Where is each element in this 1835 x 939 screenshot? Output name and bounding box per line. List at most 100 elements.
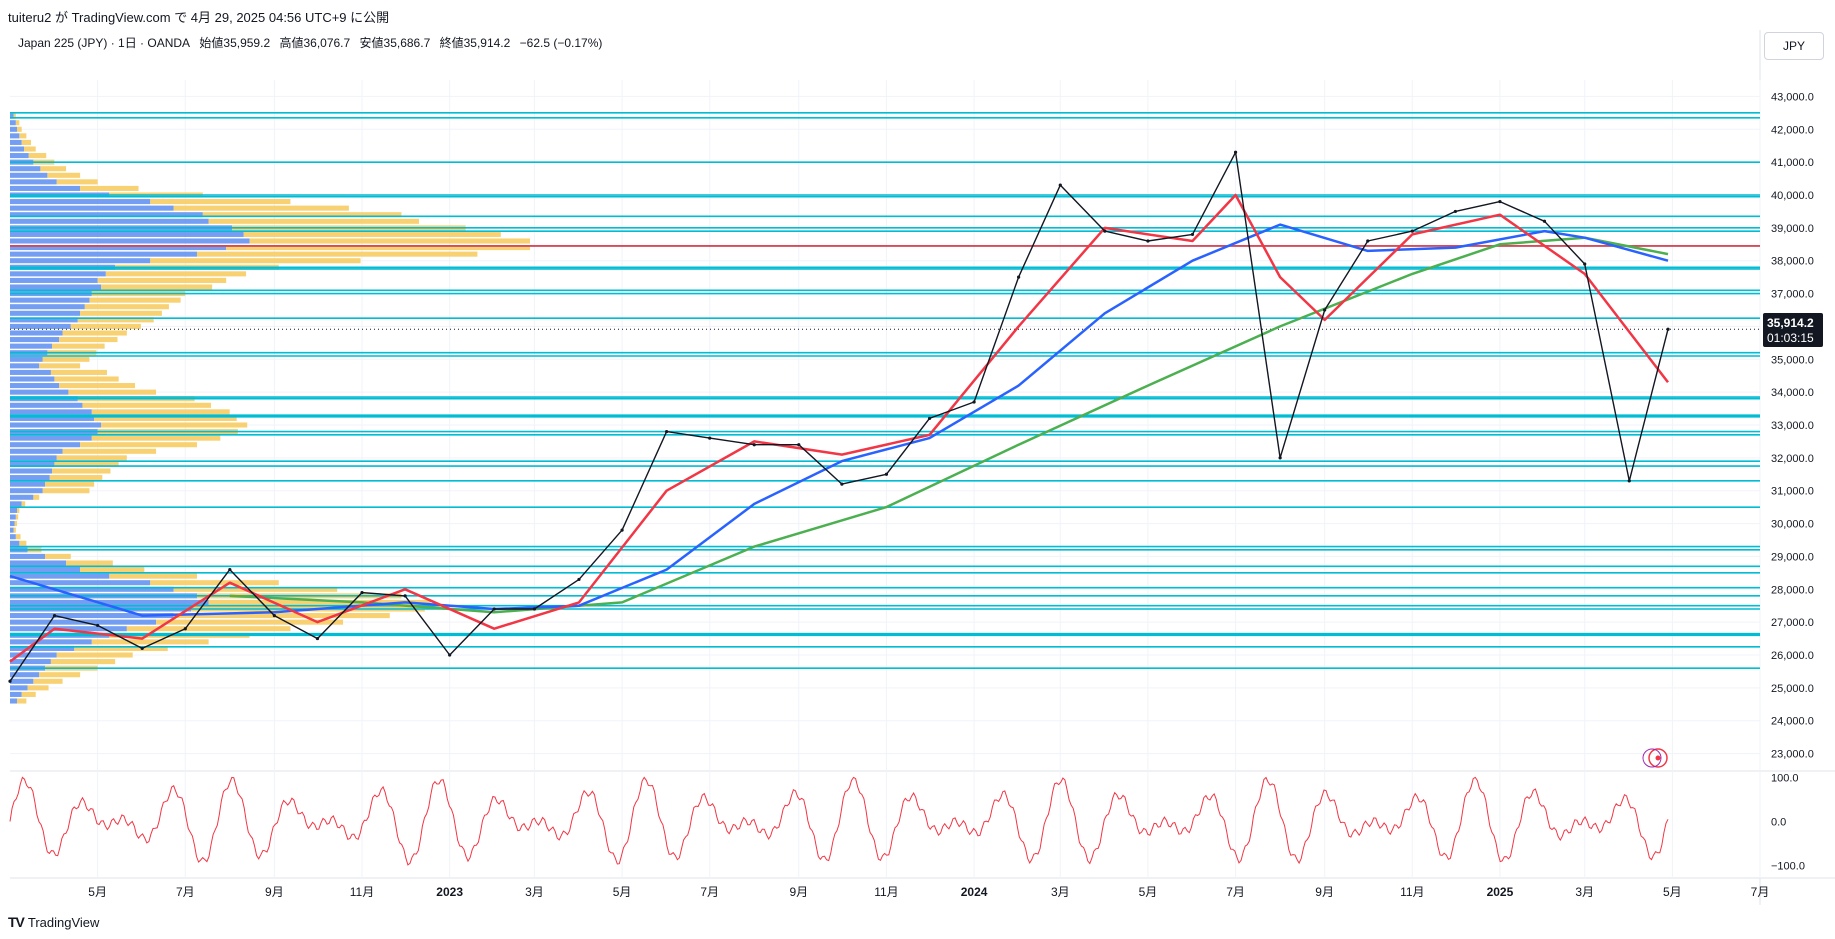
tradingview-watermark[interactable]: TV TradingView: [8, 914, 99, 930]
volume-profile-bar-down: [19, 133, 27, 139]
volume-profile-bar-down: [226, 245, 530, 251]
legend-high: 高値36,076.7: [279, 36, 351, 50]
price-point: [927, 416, 932, 421]
price-point: [884, 472, 889, 476]
legend-change: −62.5 (−0.17%): [519, 36, 603, 50]
price-tick-label: 27,000.0: [1771, 617, 1814, 629]
volume-profile-bar-down: [50, 369, 107, 375]
volume-profile-bar-down: [150, 199, 291, 205]
volume-profile-bar-down: [77, 317, 154, 323]
oscillator-pane: 100.0 0.0 −100.0: [9, 772, 1805, 873]
last-price-badge: [1763, 313, 1823, 347]
price-tick-label: 28,000.0: [1771, 584, 1814, 596]
volume-profile-bar-down: [80, 310, 162, 316]
volume-profile-bar-up: [10, 317, 78, 323]
volume-profile-bar-down: [21, 691, 36, 697]
currency-button[interactable]: JPY: [1764, 32, 1824, 60]
volume-profile-bar-up: [10, 330, 63, 336]
volume-profile-bar-up: [10, 383, 60, 389]
volume-profile-bar-down: [17, 126, 22, 132]
price-tick-label: 35,000.0: [1771, 354, 1814, 366]
time-tick-label: 7月: [176, 885, 195, 899]
price-point: [1190, 232, 1195, 237]
volume-profile-bar-up: [10, 626, 127, 632]
volume-profile-bar-down: [101, 422, 248, 428]
time-axis[interactable]: 5月 7月 9月 11月 2023 3月 5月 7月 9月 11月 2024 3月 5月 7月 9月 11月 2…: [88, 885, 1769, 899]
time-tick-label: 2023: [436, 885, 463, 899]
volume-profile-bar-up: [10, 534, 16, 540]
volume-profile-bar-down: [21, 139, 32, 145]
price-point: [1366, 239, 1370, 243]
volume-profile-bar-down: [89, 297, 181, 303]
volume-profile-bar-down: [39, 363, 81, 369]
price-point: [665, 429, 669, 434]
volume-profile-bar-up: [10, 435, 92, 441]
volume-profile-bar-down: [126, 626, 291, 632]
volume-profile-bar-down: [54, 376, 119, 382]
volume-profile-bar-up: [10, 461, 55, 467]
volume-profile-bar-down: [59, 383, 136, 389]
volume-profile-bar-up: [10, 337, 60, 343]
volume-profile-bar-down: [156, 619, 344, 625]
series-line-ma_slow: [229, 236, 1669, 614]
oscillator-tick-label: 100.0: [1771, 772, 1799, 784]
time-tick-label: 2024: [961, 885, 988, 899]
volume-profile-bar-up: [10, 645, 75, 651]
volume-profile-bar-up: [10, 139, 22, 145]
volume-profile-bar-up: [10, 678, 34, 684]
volume-profile-bar-down: [52, 468, 111, 474]
volume-profile-bar-up: [10, 659, 51, 665]
legend-symbol[interactable]: Japan 225 (JPY) · 1日 · OANDA: [18, 36, 191, 50]
price-point: [1058, 183, 1062, 187]
volume-profile-bar-down: [56, 652, 133, 658]
volume-profile-bar-down: [33, 494, 40, 500]
alert-marker[interactable]: [1642, 748, 1668, 768]
price-point: [577, 577, 581, 582]
volume-profile-bar-up: [10, 146, 25, 152]
volume-profile-bar-up: [10, 448, 63, 454]
alert-marker-icon[interactable]: [1648, 748, 1668, 768]
price-axis[interactable]: 23,000.0 24,000.0 25,000.0 26,000.0 27,000.0…: [1771, 91, 1814, 760]
volume-profile-bar-up: [10, 527, 14, 533]
volume-profile-bar-up: [10, 199, 151, 205]
oscillator-tick-label: −100.0: [1771, 861, 1805, 873]
price-point: [1666, 327, 1670, 331]
price-tick-label: 23,000.0: [1771, 749, 1814, 761]
price-point: [620, 528, 624, 532]
volume-profile-bar-down: [62, 448, 157, 454]
volume-profile-bar-down: [17, 698, 27, 704]
volume-profile-bar-down: [33, 678, 63, 684]
volume-profile-bar-down: [80, 567, 145, 573]
volume-profile-bar-up: [10, 231, 244, 237]
alert-marker-dot-icon: [1655, 755, 1661, 761]
tradingview-logo-icon: TV: [8, 914, 25, 930]
price-tick-label: 30,000.0: [1771, 519, 1814, 531]
price-tick-label: 39,000.0: [1771, 223, 1814, 235]
time-tick-label: 2025: [1487, 885, 1514, 899]
price-point: [52, 613, 57, 618]
volume-profile-bar-up: [10, 389, 69, 395]
price-point: [140, 646, 144, 651]
volume-profile-bar-down: [208, 599, 431, 605]
legend-low: 安値35,686.7: [359, 36, 431, 50]
price-point: [1583, 262, 1587, 266]
volume-profile-bar-up: [10, 284, 102, 290]
price-series: [8, 150, 1670, 683]
price-tick-label: 31,000.0: [1771, 486, 1814, 498]
volume-profile-bar-down: [45, 481, 95, 487]
time-tick-label: 5月: [1139, 885, 1158, 899]
volume-profile-bar-up: [10, 120, 16, 126]
price-tick-label: 42,000.0: [1771, 124, 1814, 136]
price-tick-label: 29,000.0: [1771, 551, 1814, 563]
volume-profile-bar-up: [10, 567, 81, 573]
volume-profile-bar-up: [10, 402, 83, 408]
volume-profile-bar-down: [101, 284, 213, 290]
volume-profile-bar-down: [68, 389, 157, 395]
volume-profile-bar-up: [10, 133, 20, 139]
chart-legend: Japan 225 (JPY) · 1日 · OANDA 始値35,959.2 …: [18, 34, 608, 51]
volume-profile-bar-down: [173, 613, 390, 619]
volume-profile-bar-down: [19, 540, 27, 546]
volume-profile-bar-up: [10, 409, 92, 415]
volume-profile-bar-up: [10, 507, 18, 513]
